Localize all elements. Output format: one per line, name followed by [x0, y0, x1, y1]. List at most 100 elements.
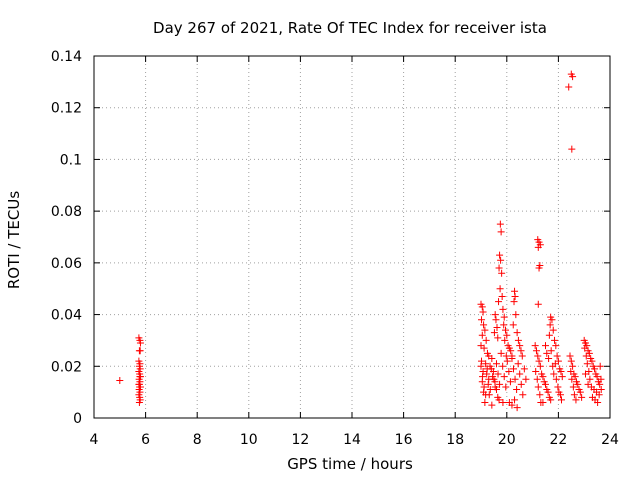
- data-point-plus: [498, 269, 506, 277]
- data-point-plus: [509, 321, 517, 329]
- data-point-plus: [588, 357, 596, 365]
- data-point-plus: [514, 360, 522, 368]
- data-point-plus: [498, 292, 506, 300]
- data-point-plus: [479, 367, 487, 375]
- data-point-plus: [593, 373, 601, 381]
- data-point-plus: [492, 386, 500, 394]
- data-point-plus: [566, 352, 574, 360]
- data-point-plus: [491, 378, 499, 386]
- data-point-plus: [482, 391, 490, 399]
- data-point-plus: [503, 357, 511, 365]
- data-point-plus: [534, 243, 542, 251]
- data-point-plus: [545, 331, 553, 339]
- data-point-plus: [482, 336, 490, 344]
- data-point-plus: [547, 396, 555, 404]
- data-point-plus: [513, 386, 521, 394]
- data-point-plus: [544, 388, 552, 396]
- data-point-plus: [569, 73, 577, 81]
- data-point-plus: [494, 334, 502, 342]
- data-points: [116, 70, 605, 412]
- data-point-plus: [584, 380, 592, 388]
- data-point-plus: [552, 375, 560, 383]
- data-point-plus: [551, 360, 559, 368]
- data-point-plus: [542, 342, 549, 350]
- data-point-plus: [488, 355, 496, 363]
- data-point-plus: [482, 360, 490, 368]
- data-point-plus: [569, 383, 577, 391]
- data-point-plus: [534, 352, 542, 360]
- data-point-plus: [542, 380, 549, 388]
- data-point-plus: [478, 331, 486, 339]
- data-point-plus: [595, 391, 603, 399]
- data-point-plus: [565, 83, 573, 91]
- data-point-plus: [534, 383, 542, 391]
- data-point-plus: [136, 339, 144, 347]
- data-point-plus: [511, 375, 519, 383]
- y-axis-title: ROTI / TECUs: [5, 191, 23, 289]
- data-point-plus: [136, 347, 144, 355]
- y-tick-label: 0.06: [51, 256, 82, 272]
- data-point-plus: [488, 401, 496, 409]
- data-point-plus: [569, 362, 577, 370]
- data-point-plus: [551, 336, 559, 344]
- data-point-plus: [512, 311, 520, 319]
- data-point-plus: [493, 324, 501, 331]
- data-point-plus: [480, 344, 488, 352]
- data-point-plus: [568, 375, 576, 383]
- data-point-plus: [508, 401, 516, 409]
- data-point-plus: [492, 316, 500, 324]
- data-point-plus: [533, 375, 541, 383]
- data-point-plus: [534, 300, 542, 308]
- data-point-plus: [535, 357, 543, 365]
- y-tick-label: 0.08: [51, 204, 82, 220]
- data-point-plus: [494, 370, 502, 378]
- data-point-plus: [496, 251, 504, 259]
- x-tick-label: 16: [395, 432, 413, 448]
- data-point-plus: [516, 342, 524, 350]
- data-point-plus: [490, 329, 498, 337]
- data-point-plus: [550, 370, 558, 378]
- x-tick-label: 12: [291, 432, 309, 448]
- data-point-plus: [501, 336, 509, 344]
- data-point-plus: [478, 303, 486, 311]
- data-point-plus: [116, 377, 124, 385]
- data-point-plus: [511, 292, 519, 300]
- y-tick-label: 0.1: [60, 152, 82, 168]
- data-point-plus: [536, 362, 544, 370]
- data-point-plus: [532, 367, 540, 375]
- data-point-plus: [549, 326, 557, 334]
- data-point-plus: [500, 313, 508, 321]
- data-point-plus: [484, 380, 492, 388]
- x-tick-label: 24: [601, 432, 619, 448]
- data-point-plus: [478, 357, 486, 365]
- data-point-plus: [558, 373, 566, 381]
- data-point-plus: [479, 373, 487, 381]
- data-point-plus: [497, 228, 505, 236]
- data-point-plus: [596, 362, 604, 370]
- data-point-plus: [496, 380, 504, 388]
- data-point-plus: [499, 398, 507, 406]
- data-point-plus: [491, 311, 499, 319]
- data-point-plus: [543, 349, 551, 357]
- data-point-plus: [500, 321, 508, 329]
- data-point-plus: [557, 367, 565, 375]
- data-point-plus: [502, 352, 510, 360]
- data-point-plus: [586, 375, 594, 383]
- data-point-plus: [581, 370, 589, 378]
- data-point-plus: [531, 342, 539, 350]
- data-point-plus: [478, 316, 486, 324]
- data-point-plus: [495, 298, 503, 306]
- x-tick-label: 18: [446, 432, 464, 448]
- data-point-plus: [507, 347, 515, 355]
- x-tick-label: 20: [498, 432, 516, 448]
- data-point-plus: [552, 342, 560, 350]
- data-point-plus: [497, 349, 505, 357]
- data-point-plus: [513, 329, 521, 337]
- y-tick-labels: 0 0.02 0.04 0.06 0.08 0.1 0.12 0.14: [51, 49, 82, 427]
- data-point-plus: [136, 373, 144, 381]
- data-point-plus: [570, 391, 578, 399]
- data-point-plus: [511, 396, 519, 404]
- data-point-plus: [591, 365, 599, 373]
- chart-title: Day 267 of 2021, Rate Of TEC Index for r…: [153, 19, 547, 37]
- data-point-plus: [485, 375, 493, 383]
